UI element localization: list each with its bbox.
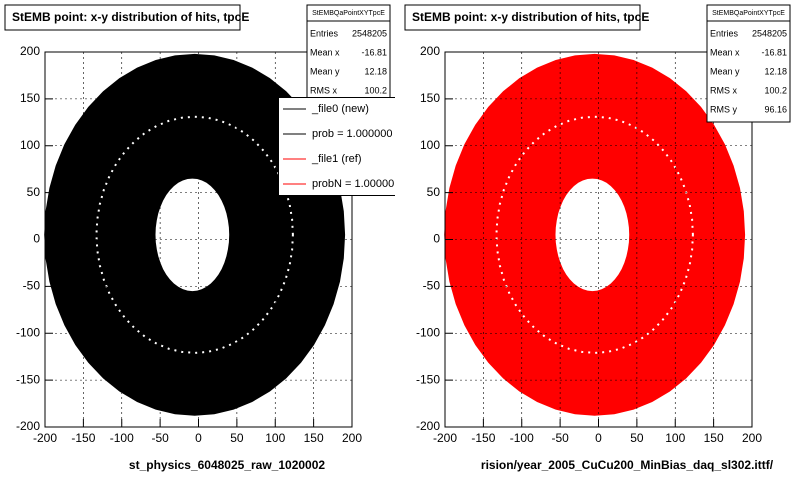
stats-value: -16.81 bbox=[361, 47, 387, 57]
legend: _file0 (new) prob = 1.000000 _file1 (ref) p… bbox=[278, 97, 395, 196]
legend-label: _file1 (ref) bbox=[311, 153, 362, 165]
x-axis-label: rision/year_2005_CuCu200_MinBias_daq_sl3… bbox=[481, 458, 774, 472]
x-tick-label: -100 bbox=[110, 431, 134, 445]
y-tick-label: 50 bbox=[27, 185, 41, 199]
x-tick-label: 150 bbox=[704, 431, 724, 445]
stats-label: Mean y bbox=[310, 66, 340, 76]
y-tick-label: 200 bbox=[420, 44, 440, 58]
y-tick-label: 100 bbox=[20, 138, 40, 152]
stats-label: Mean y bbox=[710, 66, 740, 76]
x-tick-label: -150 bbox=[71, 431, 95, 445]
y-tick-label: 150 bbox=[420, 91, 440, 105]
plot-frame bbox=[444, 51, 753, 428]
chart-title: StEMB point: x-y distribution of hits, t… bbox=[12, 10, 249, 24]
x-tick-label: -50 bbox=[551, 431, 569, 445]
stats-label: RMS y bbox=[710, 104, 738, 114]
panel: -200 -150 -100 -50 0 50 100 150 200 -200 -150 -100 -… bbox=[4, 4, 395, 472]
x-tick-label: 50 bbox=[230, 431, 244, 445]
panel: -200 -150 -100 -50 0 50 100 150 200 -200 -150 -100 -… bbox=[404, 4, 791, 472]
stats-title: StEMBQaPointXYTpcE bbox=[312, 10, 385, 17]
plot-frame bbox=[44, 51, 353, 428]
stats-value: 12.18 bbox=[764, 66, 787, 76]
y-tick-label: -200 bbox=[16, 419, 40, 433]
y-tick-label: -200 bbox=[416, 419, 440, 433]
x-tick-label: 100 bbox=[265, 431, 285, 445]
y-tick-label: 0 bbox=[33, 232, 40, 246]
chart-title: StEMB point: x-y distribution of hits, t… bbox=[412, 10, 649, 24]
x-tick-label: 200 bbox=[742, 431, 762, 445]
y-tick-label: 150 bbox=[20, 91, 40, 105]
x-tick-label: -50 bbox=[151, 431, 169, 445]
stats-label: RMS x bbox=[310, 85, 338, 95]
y-tick-label: -50 bbox=[423, 279, 441, 293]
stats-value: 12.18 bbox=[364, 66, 387, 76]
stats-value: -16.81 bbox=[761, 47, 787, 57]
x-tick-label: 0 bbox=[595, 431, 602, 445]
x-tick-label: -150 bbox=[471, 431, 495, 445]
stats-value: 96.16 bbox=[764, 104, 787, 114]
x-tick-label: -200 bbox=[33, 431, 57, 445]
stats-label: Entries bbox=[710, 28, 739, 38]
stats-label: Mean x bbox=[310, 47, 340, 57]
y-tick-label: 0 bbox=[433, 232, 440, 246]
x-tick-label: 150 bbox=[304, 431, 324, 445]
stats-label: Entries bbox=[310, 28, 339, 38]
x-tick-label: -100 bbox=[510, 431, 534, 445]
y-tick-label: 200 bbox=[20, 44, 40, 58]
hit-density bbox=[444, 53, 746, 416]
stats-value: 100.2 bbox=[764, 85, 787, 95]
stats-title: StEMBQaPointXYTpcE bbox=[712, 10, 785, 17]
y-tick-label: 50 bbox=[427, 185, 441, 199]
stats-box bbox=[706, 4, 791, 123]
x-tick-label: 0 bbox=[195, 431, 202, 445]
title-box bbox=[4, 4, 241, 31]
x-tick-label: 200 bbox=[342, 431, 362, 445]
stats-value: 2548205 bbox=[752, 28, 787, 38]
y-tick-label: -100 bbox=[16, 325, 40, 339]
x-axis-label: st_physics_6048025_raw_1020002 bbox=[129, 458, 325, 472]
stats-label: RMS x bbox=[710, 85, 738, 95]
stats-label: Mean x bbox=[710, 47, 740, 57]
y-tick-label: -150 bbox=[416, 372, 440, 386]
hit-density bbox=[44, 53, 346, 416]
y-tick-label: -150 bbox=[16, 372, 40, 386]
y-tick-label: -100 bbox=[416, 325, 440, 339]
legend-label: prob = 1.000000 bbox=[312, 128, 392, 140]
stats-value: 100.2 bbox=[364, 85, 387, 95]
legend-box bbox=[278, 97, 395, 196]
y-tick-label: 100 bbox=[420, 138, 440, 152]
title-box bbox=[404, 4, 641, 31]
x-tick-label: 100 bbox=[665, 431, 685, 445]
y-tick-label: -50 bbox=[23, 279, 41, 293]
x-tick-label: 50 bbox=[630, 431, 644, 445]
legend-label: probN = 1.00000 bbox=[312, 178, 394, 190]
stats-value: 2548205 bbox=[352, 28, 387, 38]
legend-label: _file0 (new) bbox=[311, 103, 369, 115]
x-tick-label: -200 bbox=[433, 431, 457, 445]
